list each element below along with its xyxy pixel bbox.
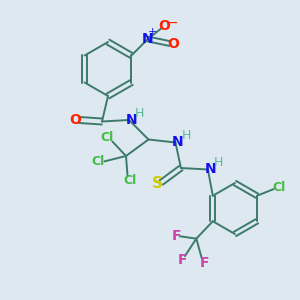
Text: H: H	[135, 107, 145, 120]
Text: −: −	[167, 16, 178, 30]
Text: S: S	[152, 176, 162, 191]
Text: F: F	[172, 229, 181, 243]
Text: Cl: Cl	[124, 174, 137, 188]
Text: O: O	[159, 20, 171, 33]
Text: +: +	[147, 27, 157, 38]
Text: Cl: Cl	[91, 155, 104, 168]
Text: H: H	[181, 129, 191, 142]
Text: N: N	[126, 113, 137, 127]
Text: O: O	[70, 113, 82, 127]
Text: F: F	[200, 256, 209, 270]
Text: Cl: Cl	[273, 181, 286, 194]
Text: O: O	[167, 37, 179, 50]
Text: H: H	[214, 156, 224, 170]
Text: N: N	[205, 162, 216, 176]
Text: F: F	[178, 253, 187, 267]
Text: N: N	[172, 135, 184, 149]
Text: N: N	[142, 32, 154, 46]
Text: Cl: Cl	[100, 131, 114, 145]
